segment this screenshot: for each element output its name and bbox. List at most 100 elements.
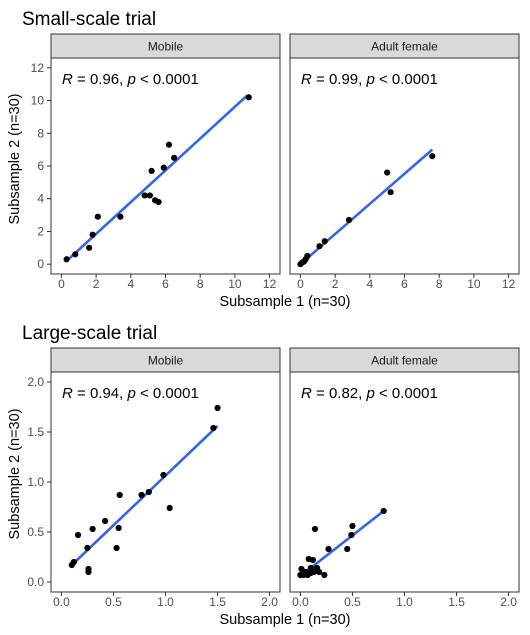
correlation-annotation: R = 0.96, p < 0.0001 [62,71,199,88]
y-axis-title: Subsample 2 (n=30) [7,94,23,225]
annotation-r-symbol: R [62,385,73,402]
facet-strip-label: Adult female [371,354,438,368]
x-tick-label: 4 [366,277,373,291]
data-point [63,256,70,263]
data-point [321,571,328,579]
data-point [94,213,101,220]
y-tick-label: 10 [31,94,45,108]
data-point [344,545,351,553]
x-tick-label: 0 [58,277,65,291]
x-tick-label: 1.0 [157,595,174,609]
annotation-p-symbol: p [126,71,135,88]
data-point [214,404,221,412]
y-tick-label: 1.0 [27,475,44,489]
data-point [86,244,93,251]
annotation-r-symbol: R [301,71,312,88]
annotation-p-symbol: p [365,71,374,88]
data-point [245,94,252,101]
data-point [345,216,353,224]
data-point [116,491,123,499]
y-tick-label: 0 [37,257,44,271]
regression-line [65,94,248,262]
data-point [348,531,355,539]
data-point [146,192,153,199]
data-point [316,568,323,576]
annotation-r: R = 0.82, [301,385,366,402]
x-tick-label: 6 [162,277,169,291]
facet-strip-label: Mobile [148,40,184,54]
y-tick-label: 0.5 [27,525,44,539]
x-tick-label: 8 [197,277,204,291]
facet-strip-label: Mobile [148,354,184,368]
panel-border [289,57,520,275]
y-tick-label: 8 [37,126,44,140]
facet-strip [50,347,281,373]
y-tick-label: 2 [37,224,44,238]
x-tick-label: 6 [401,277,408,291]
data-point [102,517,109,525]
data-point [171,154,178,161]
correlation-annotation: R = 0.82, p < 0.0001 [301,385,438,402]
facet-strip [289,33,520,59]
y-tick-label: 12 [31,61,45,75]
x-tick-label: 10 [228,277,242,291]
x-tick-label: 1.0 [396,595,413,609]
y-tick-label: 0.0 [27,575,44,589]
data-point [85,568,92,576]
annotation-p: < 0.0001 [136,385,199,402]
x-tick-label: 10 [467,277,481,291]
data-point [115,524,122,532]
data-point [117,213,124,220]
panel-adult-female: Adult female 0 2 4 6 8 10 12 R = 0.99, p < 0.000… [289,33,520,291]
data-point [384,169,391,176]
annotation-r: R = 0.96, [62,71,127,88]
annotation-p-symbol: p [126,385,135,402]
panel-adult-female: Adult female 0.0 0.5 1.0 1.5 2.0 R = 0.82, p <… [289,347,520,609]
chart-0: Small-scale trial Mobile 0 2 4 6 8 10 12 0 2 4 6 8 10 1… [7,9,520,310]
data-point [70,558,77,566]
y-axis-title: Subsample 2 (n=30) [7,409,23,540]
x-tick-label: 1.5 [448,595,465,609]
data-point [160,164,167,171]
data-point [74,531,82,539]
annotation-r-value: = 0.96, [73,71,128,88]
chart-title: Large-scale trial [22,323,157,344]
y-tick-label: 1.5 [27,425,44,439]
facet-strip [50,33,281,59]
panel-border [50,371,281,593]
y-tick-label: 4 [37,192,44,206]
data-point [349,522,356,530]
data-point [316,243,323,250]
data-point [210,424,217,432]
x-tick-label: 2.0 [500,595,517,609]
x-tick-label: 12 [263,277,277,291]
x-tick-label: 8 [436,277,443,291]
x-tick-label: 0 [297,277,304,291]
panel-mobile: Mobile 0.0 0.5 1.0 1.5 2.0 0.0 0.5 1.0 1.5 2.0 R = … [27,347,281,609]
data-point [380,507,387,515]
x-tick-label: 0.0 [53,595,70,609]
data-point [113,544,120,552]
annotation-r-value: = 0.94, [73,385,128,402]
annotation-r-value: = 0.99, [312,71,367,88]
data-point [148,167,155,175]
data-point [387,189,394,196]
data-point [311,525,319,533]
x-tick-label: 0.0 [292,595,309,609]
data-point [309,556,316,564]
x-tick-label: 1.5 [209,595,226,609]
data-point [141,192,148,199]
facet-strip-label: Adult female [371,40,438,54]
data-point [138,491,145,499]
y-tick-label: 6 [37,159,44,173]
annotation-p: < 0.0001 [375,71,438,88]
y-tick-label: 2.0 [27,375,44,389]
data-point [84,544,91,552]
x-tick-label: 12 [502,277,516,291]
x-tick-label: 2.0 [261,595,278,609]
data-point [304,252,311,260]
data-point [89,525,96,533]
x-tick-label: 0.5 [105,595,122,609]
data-point [325,545,332,553]
